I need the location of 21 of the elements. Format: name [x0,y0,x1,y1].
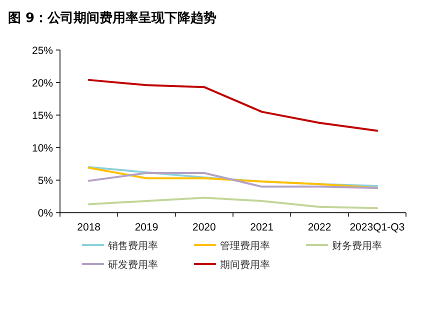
legend-label: 期间费用率 [220,259,270,271]
y-tick-label: 20% [32,78,53,90]
y-tick-label: 0% [38,208,53,220]
line-series [88,78,378,132]
chart-title: 图 9：公司期间费用率呈现下降趋势 [8,10,217,26]
x-tick-label: 2020 [192,222,216,234]
x-tick-label: 2023Q1-Q3 [350,222,405,234]
line-series [88,196,378,210]
x-tick-label: 2022 [308,222,332,234]
x-tick-label: 2018 [77,222,101,234]
y-tick-label: 25% [32,45,53,57]
legend-label: 财务费用率 [332,240,382,252]
legend-label: 管理费用率 [220,240,270,252]
legend-label: 销售费用率 [107,240,158,252]
y-tick-label: 15% [32,110,53,122]
x-tick-label: 2019 [134,222,158,234]
y-tick-label: 10% [32,142,53,155]
y-tick-label: 5% [38,175,53,188]
line-series [88,172,378,189]
legend-label: 研发费用率 [108,259,158,271]
x-tick-label: 2021 [250,222,274,234]
